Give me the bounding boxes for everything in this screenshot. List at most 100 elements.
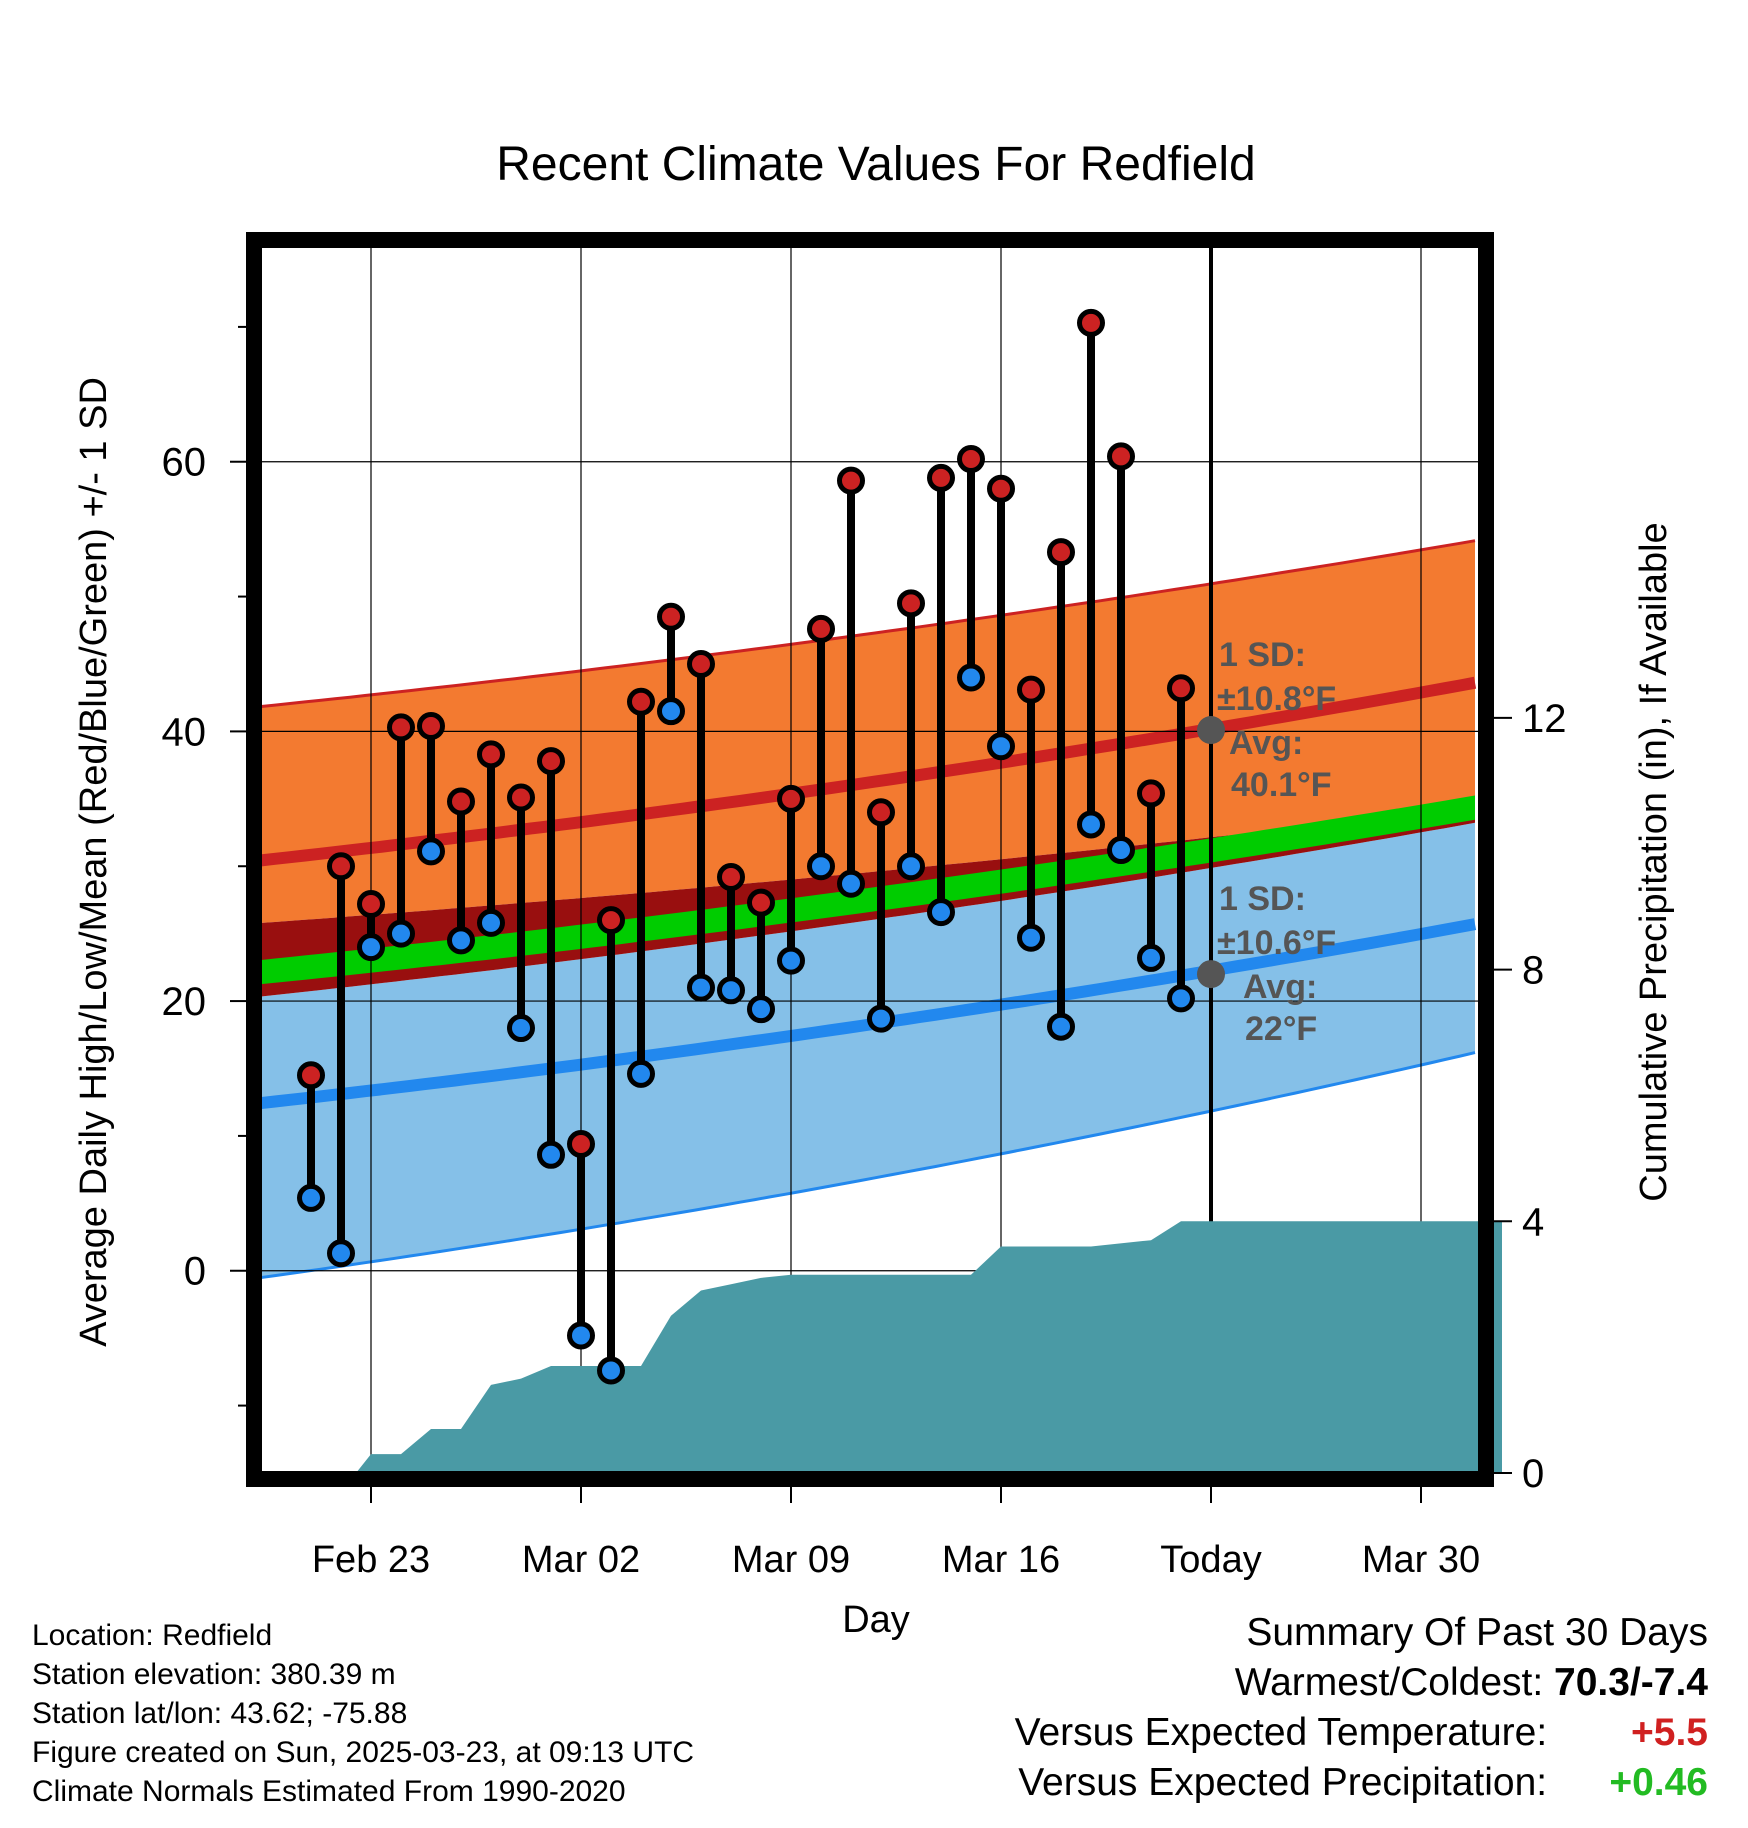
normal-high-marker — [1197, 716, 1225, 745]
y2-tick-label: 4 — [1522, 1200, 1544, 1244]
high-point — [507, 783, 535, 812]
y2-axis-label: Cumulative Precipitation (in), If Availa… — [1633, 522, 1675, 1201]
low-point — [507, 1014, 535, 1043]
low-point — [1077, 810, 1105, 839]
low-point — [627, 1059, 655, 1088]
high-point — [687, 649, 715, 678]
low-point — [657, 697, 685, 726]
normal-low-annotation: ±10.6°F — [1217, 924, 1336, 962]
y-tick-label: 0 — [184, 1250, 206, 1294]
low-point — [687, 973, 715, 1002]
temperature-departure-label: Versus Expected Temperature: — [1014, 1711, 1548, 1754]
high-point — [297, 1061, 325, 1090]
summary-panel: Summary Of Past 30 Days Warmest/Coldest:… — [1015, 1608, 1708, 1808]
precipitation-departure-label: Versus Expected Precipitation: — [1018, 1761, 1548, 1804]
low-point — [1017, 923, 1045, 952]
high-point — [477, 740, 505, 769]
warmest-coldest-row: Warmest/Coldest: 70.3/-7.4 — [1015, 1658, 1708, 1708]
x-tick-label: Mar 30 — [1362, 1539, 1480, 1581]
low-point — [1167, 984, 1195, 1013]
temperature-departure-row: Versus Expected Temperature: +5.5 — [1015, 1708, 1708, 1758]
station-info: Location: Redfield Station elevation: 38… — [32, 1616, 694, 1811]
high-point — [1017, 675, 1045, 704]
low-sd-lower-line — [259, 1051, 1476, 1280]
chart-title: Recent Climate Values For Redfield — [496, 138, 1255, 191]
high-point — [597, 906, 625, 935]
x-tick-label: Today — [1160, 1539, 1261, 1581]
high-point — [1047, 538, 1075, 567]
high-point — [1167, 674, 1195, 703]
low-sd-band — [260, 822, 1475, 1278]
high-point — [717, 863, 745, 892]
plot-border — [246, 232, 1494, 1487]
high-point — [537, 747, 565, 776]
precipitation-departure-value: +0.46 — [1609, 1761, 1708, 1804]
high-point — [357, 889, 385, 918]
elevation-text: Station elevation: 380.39 m — [32, 1658, 396, 1691]
y-tick-label: 60 — [162, 441, 207, 485]
low-point — [987, 732, 1015, 761]
x-tick-label: Mar 09 — [732, 1539, 850, 1581]
high-point — [927, 463, 955, 492]
low-point — [1137, 943, 1165, 972]
normal-low-annotation: 22°F — [1245, 1010, 1317, 1048]
low-point — [357, 933, 385, 962]
high-point — [987, 474, 1015, 503]
low-point — [327, 1239, 355, 1268]
low-point — [387, 919, 415, 948]
low-point — [567, 1321, 595, 1350]
high-point — [417, 712, 445, 741]
high-point — [627, 687, 655, 716]
normal-high-annotation: 1 SD: — [1219, 636, 1306, 674]
data-points — [297, 308, 1195, 1385]
normal-low-annotation: Avg: — [1243, 968, 1317, 1006]
summary-title: Summary Of Past 30 Days — [1246, 1611, 1708, 1654]
high-low-stems — [307, 322, 1185, 1371]
y2-tick-label: 8 — [1522, 949, 1544, 993]
low-point — [717, 976, 745, 1005]
high-point — [1077, 308, 1105, 337]
warmest-coldest-label: Warmest/Coldest: — [1234, 1661, 1544, 1704]
normal-low-marker — [1197, 960, 1225, 989]
y-tick-label: 40 — [162, 710, 207, 754]
high-point — [957, 445, 985, 474]
low-point — [477, 908, 505, 937]
low-point — [747, 995, 775, 1024]
normals-text: Climate Normals Estimated From 1990-2020 — [32, 1775, 626, 1808]
x-tick-label: Mar 02 — [522, 1539, 640, 1581]
x-tick-label: Feb 23 — [312, 1539, 430, 1581]
plot-frame — [246, 232, 1494, 1487]
low-point — [867, 1004, 895, 1033]
x-tick-label: Mar 16 — [942, 1539, 1060, 1581]
y2-tick-label: 12 — [1522, 697, 1567, 741]
low-point — [777, 946, 805, 975]
high-point — [657, 602, 685, 631]
high-point — [387, 713, 415, 742]
low-point — [537, 1140, 565, 1169]
high-point — [777, 784, 805, 813]
low-point — [927, 898, 955, 927]
precipitation-departure-row: Versus Expected Precipitation: +0.46 — [1015, 1758, 1708, 1808]
latlon-text: Station lat/lon: 43.62; -75.88 — [32, 1697, 408, 1730]
low-point — [837, 869, 865, 898]
high-point — [747, 888, 775, 917]
y-axis-label: Average Daily High/Low/Mean (Red/Blue/Gr… — [73, 377, 115, 1347]
normal-high-annotation: Avg: — [1229, 724, 1303, 762]
low-point — [1047, 1012, 1075, 1041]
high-sd-upper-line — [259, 539, 1476, 709]
high-point — [897, 589, 925, 618]
low-point — [297, 1183, 325, 1212]
normal-annotations: 1 SD: ±10.8°F Avg: 40.1°F 1 SD: ±10.6°F Avg: 22… — [1197, 636, 1336, 1048]
low-point — [807, 852, 835, 881]
created-text: Figure created on Sun, 2025-03-23, at 09… — [32, 1736, 695, 1769]
warmest-coldest-value: 70.3/-7.4 — [1554, 1661, 1708, 1704]
high-point — [327, 852, 355, 881]
temperature-departure-value: +5.5 — [1631, 1711, 1708, 1754]
y2-tick-label: 0 — [1522, 1452, 1544, 1496]
low-point — [897, 852, 925, 881]
normal-low-line — [259, 918, 1477, 1110]
high-point — [447, 787, 475, 816]
high-point — [567, 1130, 595, 1159]
x-axis-label: Day — [842, 1599, 910, 1641]
normal-high-annotation: ±10.8°F — [1217, 680, 1336, 718]
